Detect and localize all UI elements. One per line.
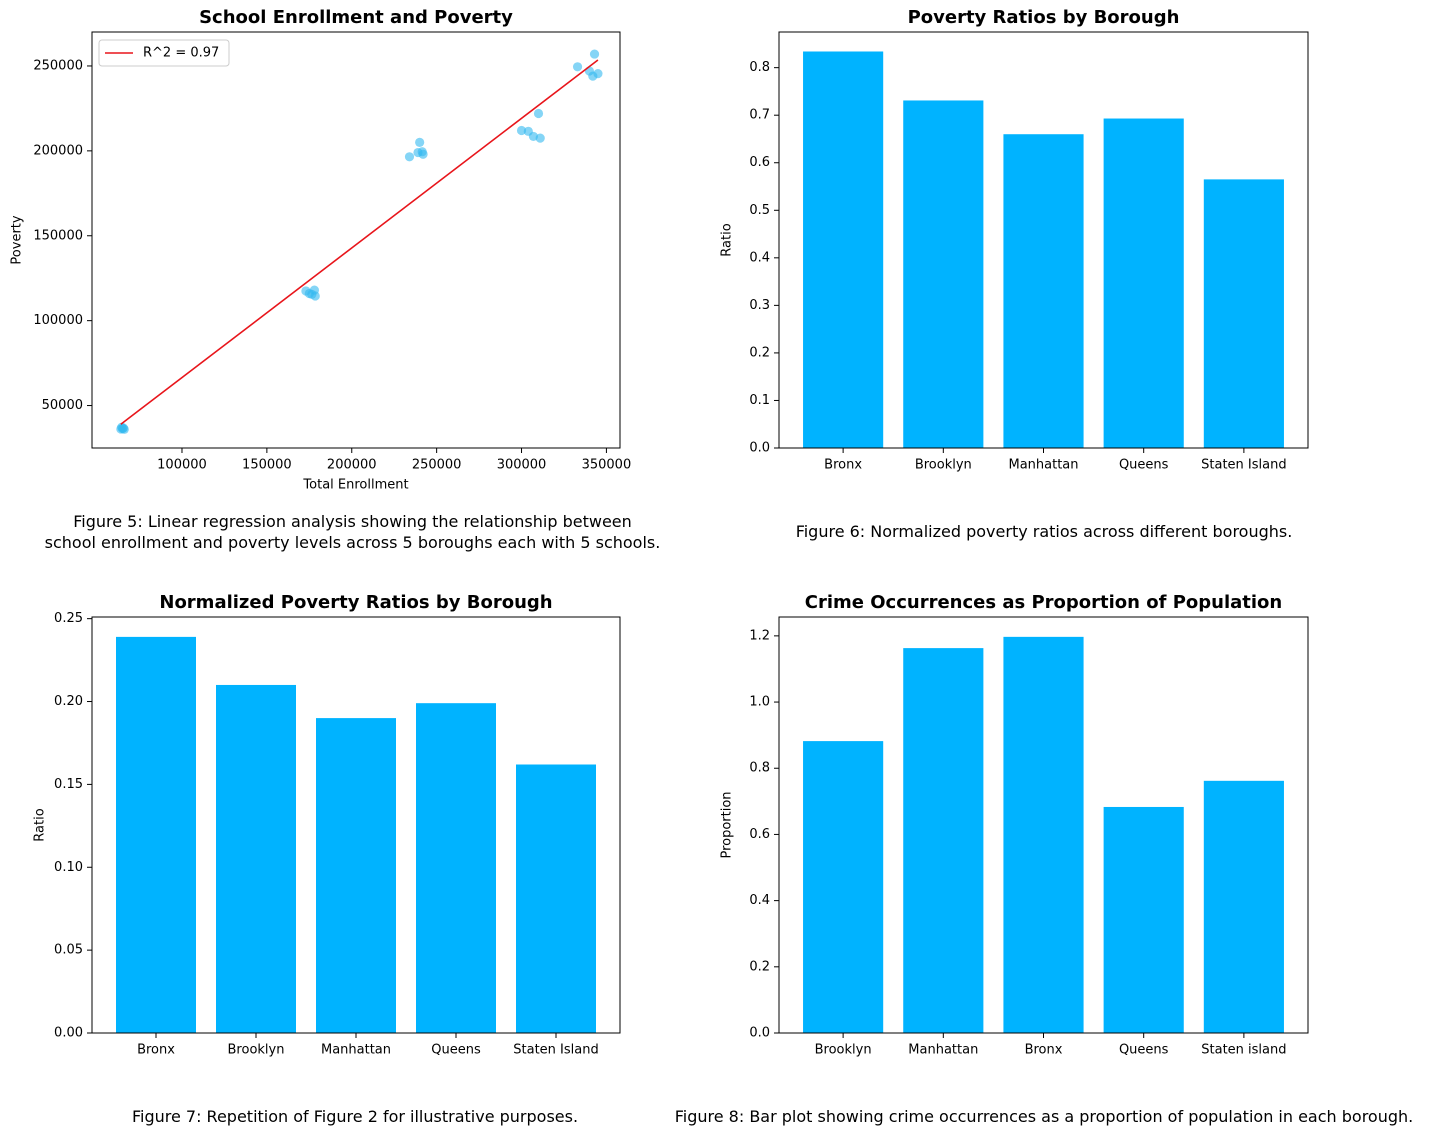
- chart-0-axes: [91, 31, 621, 449]
- chart-0-point-15: [516, 125, 527, 136]
- chart-3-bar-2: [1003, 636, 1084, 1033]
- chart-2-xtick-label-4: Staten Island: [513, 1043, 598, 1058]
- caption-figure-8: Figure 8: Bar plot showing crime occurre…: [674, 1107, 1414, 1126]
- chart-2-ytick-label-1: 0.05: [54, 943, 83, 958]
- chart-3-ytick-label-6: 1.2: [749, 628, 770, 643]
- chart-2-ytick-label-0: 0.00: [54, 1026, 83, 1041]
- chart-0-point-19: [535, 133, 545, 143]
- chart-0-point-18: [533, 108, 544, 119]
- caption-figure-6: Figure 6: Normalized poverty ratios acro…: [795, 522, 1293, 541]
- chart-0-title: School Enrollment and Poverty: [199, 7, 513, 28]
- chart-1-ytick-label-1: 0.1: [749, 393, 770, 408]
- chart-0-xtick-label-0: 100000: [157, 458, 207, 473]
- chart-1-ytick-label-4: 0.4: [749, 250, 770, 265]
- chart-2-xtick-label-2: Manhattan: [321, 1043, 391, 1058]
- chart-0-ytick-label-0: 50000: [42, 398, 83, 413]
- chart-2-ytick-label-5: 0.25: [54, 611, 83, 626]
- chart-3-ytick-label-0: 0.0: [749, 1026, 770, 1041]
- chart-3-ylabel: Proportion: [720, 791, 735, 858]
- chart-0-point-24: [593, 69, 603, 79]
- chart-1-ytick-label-0: 0.0: [749, 441, 770, 456]
- chart-0-ytick-label-1: 100000: [33, 313, 83, 328]
- chart-1-ylabel: Ratio: [720, 223, 735, 256]
- chart-1-bar-3: [1103, 118, 1184, 448]
- chart-1-ytick-label-8: 0.8: [749, 60, 770, 75]
- chart-2-bar-1: [216, 684, 296, 1033]
- chart-1-bar-4: [1203, 179, 1284, 448]
- chart-1-bar-1: [903, 100, 984, 448]
- chart-0-ytick-label-2: 150000: [33, 228, 83, 243]
- chart-0-xtick-label-3: 250000: [412, 458, 462, 473]
- chart-0-xtick-label-1: 150000: [242, 458, 292, 473]
- chart-2-ytick-label-2: 0.10: [54, 860, 83, 875]
- chart-0-xtick-label-4: 300000: [497, 458, 547, 473]
- chart-1-ytick-label-5: 0.5: [749, 203, 770, 218]
- chart-2-xtick-label-0: Bronx: [137, 1043, 175, 1058]
- chart-3-ytick-label-1: 0.2: [749, 959, 770, 974]
- chart-0-fit-line: [120, 59, 599, 425]
- chart-0-point-12: [415, 137, 425, 147]
- chart-1-xtick-label-1: Brooklyn: [915, 458, 972, 473]
- chart-1-axes: [778, 31, 1309, 449]
- chart-3-xtick-label-3: Queens: [1119, 1043, 1169, 1058]
- chart-3-bar-4: [1203, 780, 1284, 1033]
- chart-2-title: Normalized Poverty Ratios by Borough: [159, 592, 552, 613]
- chart-2-ylabel: Ratio: [33, 808, 48, 841]
- caption-figure-5-line-2: school enrollment and poverty levels acr…: [44, 533, 661, 552]
- caption-figure-5: Figure 5: Linear regression analysis sho…: [20, 511, 685, 553]
- chart-0-legend-label: R^2 = 0.97: [143, 46, 219, 61]
- chart-2-xtick-label-1: Brooklyn: [228, 1043, 285, 1058]
- chart-2-bar-0: [116, 636, 196, 1033]
- chart-0-point-23: [589, 49, 600, 59]
- chart-1-bar-0: [803, 51, 884, 448]
- chart-1-ytick-label-2: 0.2: [749, 345, 770, 360]
- chart-1-xtick-label-4: Staten Island: [1201, 458, 1286, 473]
- chart-1-xtick-label-3: Queens: [1119, 458, 1169, 473]
- chart-3-bar-3: [1103, 806, 1184, 1033]
- chart-1-xtick-label-2: Manhattan: [1008, 458, 1078, 473]
- chart-3-axes: [778, 616, 1309, 1034]
- chart-2-xtick-label-3: Queens: [431, 1043, 481, 1058]
- chart-3-title: Crime Occurrences as Proportion of Popul…: [805, 592, 1282, 613]
- chart-3-xtick-label-0: Brooklyn: [815, 1043, 872, 1058]
- chart-3-xtick-label-2: Bronx: [1025, 1043, 1063, 1058]
- chart-0-ytick-label-3: 200000: [33, 143, 83, 158]
- chart-1-ytick-label-7: 0.7: [749, 108, 770, 123]
- chart-0-point-20: [572, 62, 583, 72]
- chart-2-axes: [91, 616, 621, 1034]
- chart-2-bar-3: [416, 703, 496, 1033]
- chart-0-point-10: [404, 152, 415, 162]
- chart-3-ytick-label-4: 0.8: [749, 761, 770, 776]
- chart-0-legend: [98, 39, 230, 67]
- chart-0-point-9: [310, 291, 320, 301]
- chart-3-bar-0: [803, 741, 884, 1033]
- caption-figure-7: Figure 7: Repetition of Figure 2 for ill…: [131, 1107, 579, 1126]
- chart-1-title: Poverty Ratios by Borough: [908, 7, 1180, 28]
- chart-2-ytick-label-3: 0.15: [54, 777, 83, 792]
- chart-0-ylabel: Poverty: [10, 215, 25, 264]
- chart-2-bar-4: [516, 764, 596, 1033]
- chart-3-ytick-label-3: 0.6: [749, 827, 770, 842]
- chart-3-ytick-label-2: 0.4: [749, 893, 770, 908]
- chart-2-bar-2: [316, 718, 396, 1033]
- chart-0-point-14: [418, 149, 428, 159]
- chart-3-ytick-label-5: 1.0: [749, 695, 770, 710]
- chart-3-bar-1: [903, 648, 984, 1033]
- chart-2-ytick-label-4: 0.20: [54, 694, 83, 709]
- chart-1-xtick-label-0: Bronx: [824, 458, 862, 473]
- caption-figure-5-line-1: Figure 5: Linear regression analysis sho…: [73, 512, 632, 531]
- chart-3-xtick-label-1: Manhattan: [908, 1043, 978, 1058]
- chart-1-bar-2: [1003, 134, 1084, 448]
- chart-1-ytick-label-6: 0.6: [749, 155, 770, 170]
- chart-0-ytick-label-4: 250000: [33, 58, 83, 73]
- chart-1-ytick-label-3: 0.3: [749, 298, 770, 313]
- chart-3-xtick-label-4: Staten island: [1201, 1043, 1286, 1058]
- chart-0-xtick-label-5: 350000: [582, 458, 632, 473]
- chart-0-point-4: [119, 424, 129, 434]
- chart-0-xlabel: Total Enrollment: [302, 478, 408, 493]
- chart-0-xtick-label-2: 200000: [327, 458, 377, 473]
